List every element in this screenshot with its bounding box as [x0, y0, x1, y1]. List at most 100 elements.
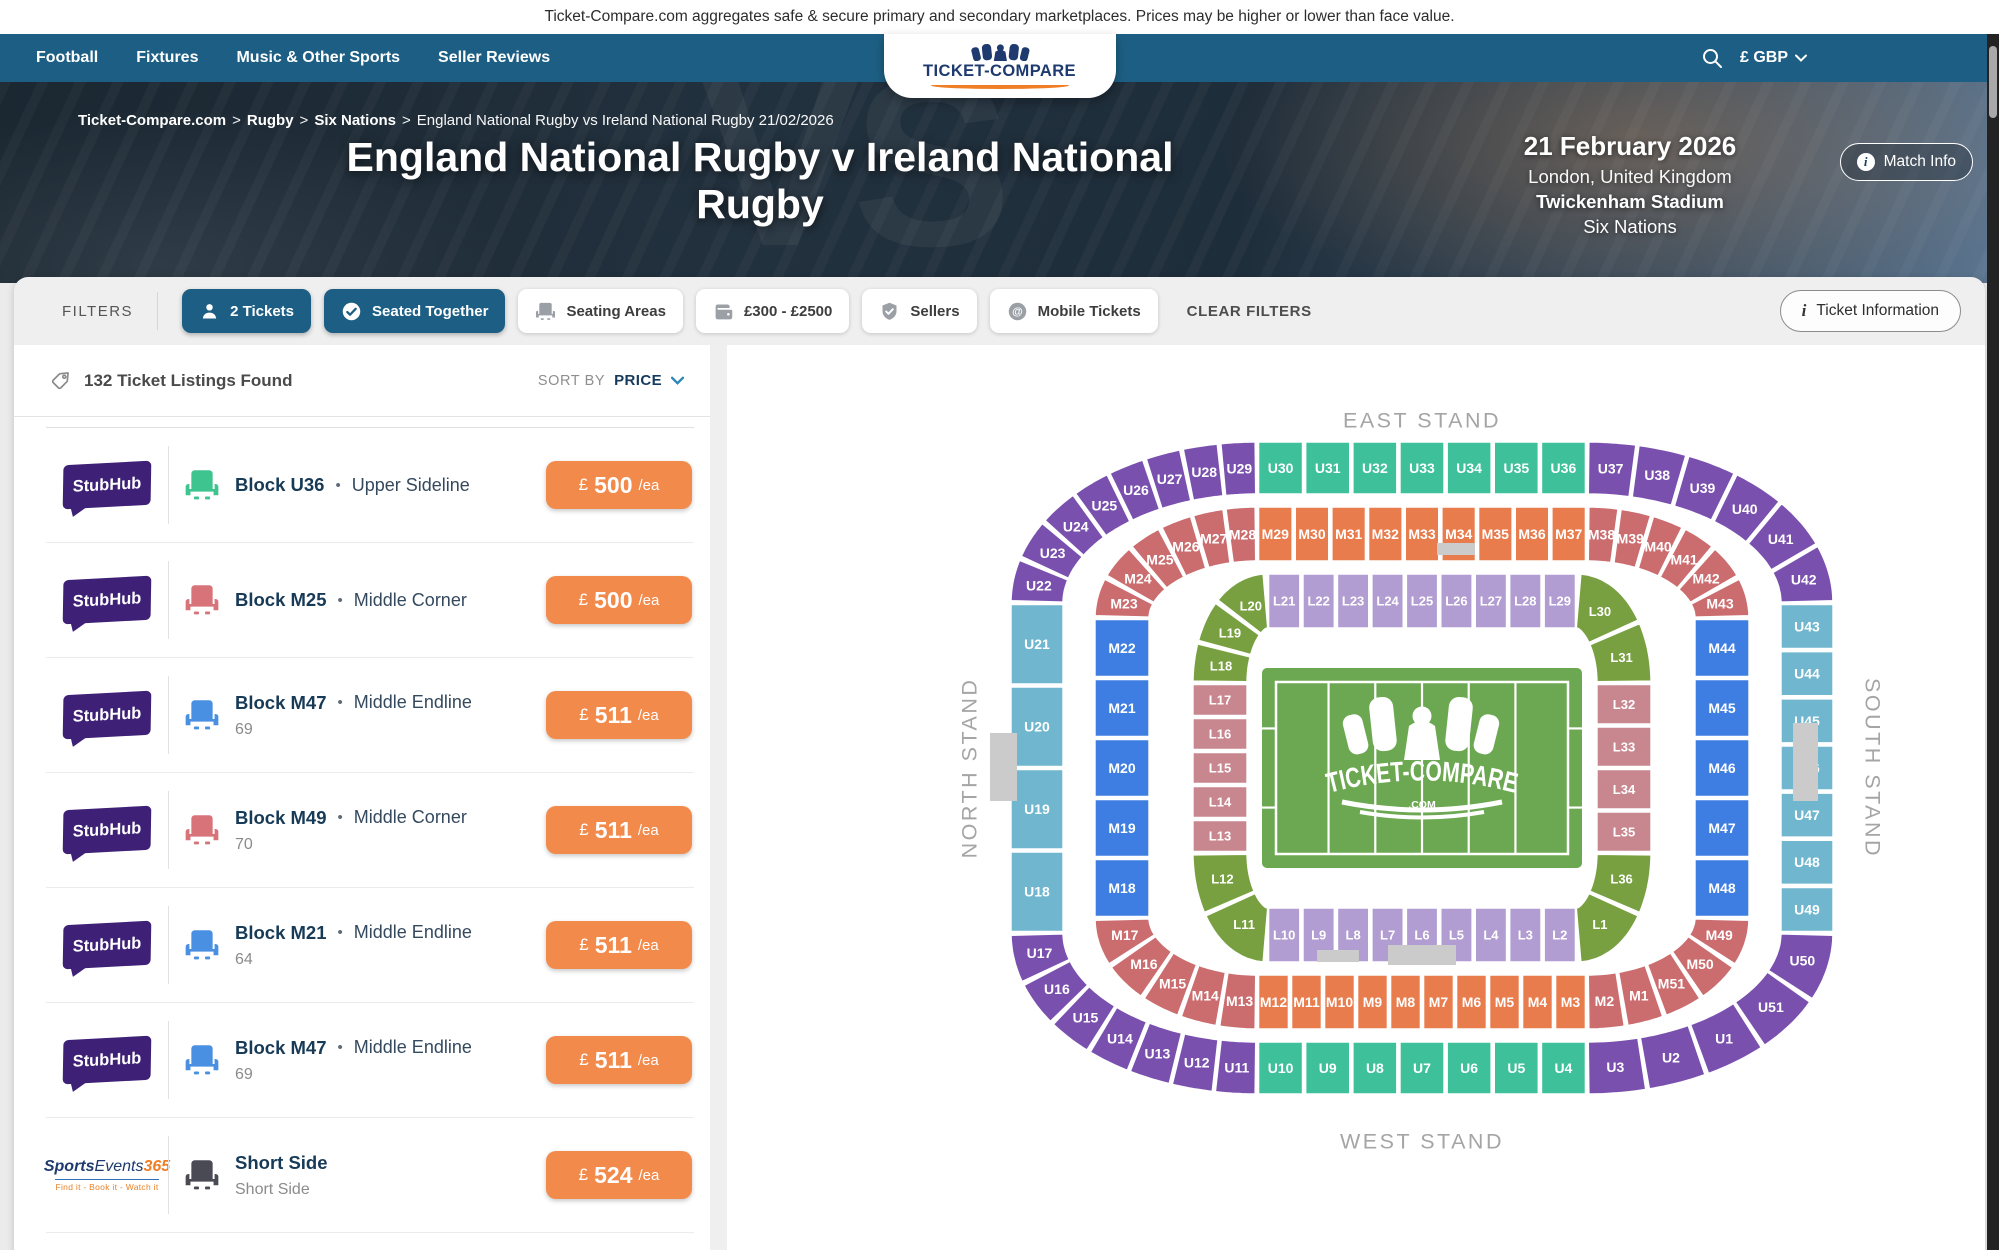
- stadium-section-M28[interactable]: [1225, 506, 1257, 564]
- site-logo[interactable]: TICKET-COMPARE: [883, 34, 1116, 98]
- stadium-section-L4[interactable]: [1474, 907, 1508, 963]
- stadium-section-U40[interactable]: [1713, 473, 1781, 543]
- stadium-section-U38[interactable]: [1631, 444, 1687, 507]
- clear-filters-button[interactable]: CLEAR FILTERS: [1186, 302, 1312, 320]
- stadium-section-U23[interactable]: [1020, 522, 1084, 580]
- ticket-listing-row[interactable]: StubHub Block M25 • Middle Corner £500/ea: [46, 543, 694, 658]
- stadium-section-U35[interactable]: [1493, 441, 1539, 495]
- stadium-section-U18[interactable]: [1010, 851, 1064, 933]
- stadium-section-M2[interactable]: [1587, 971, 1626, 1030]
- stadium-section-U50[interactable]: [1767, 933, 1834, 1000]
- stadium-section-U41[interactable]: [1747, 502, 1818, 571]
- stadium-section-L3[interactable]: [1509, 907, 1542, 963]
- stadium-section-U24[interactable]: [1044, 494, 1105, 557]
- stadium-section-L1[interactable]: [1575, 892, 1639, 963]
- search-icon[interactable]: [1700, 46, 1724, 70]
- stadium-section-M24[interactable]: [1106, 548, 1167, 604]
- stadium-section-M30[interactable]: [1294, 506, 1330, 562]
- stadium-section-L20[interactable]: [1217, 573, 1269, 635]
- scrollbar-thumb[interactable]: [1989, 46, 1997, 118]
- stadium-section-M47[interactable]: [1694, 798, 1750, 858]
- price-button[interactable]: £500/ea: [546, 576, 692, 624]
- stadium-section-U39[interactable]: [1673, 455, 1735, 522]
- stadium-section-U26[interactable]: [1109, 459, 1161, 522]
- stadium-section-U34[interactable]: [1446, 441, 1492, 495]
- stadium-section-L16[interactable]: [1192, 717, 1248, 751]
- stadium-section-U5[interactable]: [1493, 1041, 1539, 1095]
- stadium-section-U14[interactable]: [1089, 1006, 1148, 1072]
- stadium-section-U19[interactable]: [1010, 768, 1064, 850]
- stadium-section-M14[interactable]: [1180, 964, 1227, 1027]
- stadium-section-U47[interactable]: [1780, 792, 1834, 838]
- stadium-section-M9[interactable]: [1356, 974, 1389, 1030]
- stadium-section-U11[interactable]: [1214, 1039, 1257, 1095]
- stadium-section-M25[interactable]: [1131, 528, 1185, 589]
- stadium-section-M6[interactable]: [1455, 974, 1488, 1030]
- stadium-section-M4[interactable]: [1521, 974, 1554, 1030]
- stadium-section-M22[interactable]: [1094, 618, 1150, 678]
- stadium-section-U42[interactable]: [1771, 545, 1834, 603]
- stadium-section-M41[interactable]: [1659, 528, 1713, 589]
- stadium-section-U33[interactable]: [1399, 441, 1445, 495]
- filter-chip-sellers[interactable]: Sellers: [862, 289, 977, 333]
- stadium-section-U48[interactable]: [1780, 839, 1834, 885]
- stadium-section-M17[interactable]: [1094, 918, 1156, 965]
- stadium-section-L26[interactable]: [1440, 573, 1473, 629]
- stadium-section-M40[interactable]: [1637, 515, 1683, 577]
- stadium-section-L25[interactable]: [1405, 573, 1439, 629]
- stadium-section-M36[interactable]: [1514, 506, 1550, 562]
- stadium-section-L18[interactable]: [1192, 643, 1251, 683]
- stadium-section-U13[interactable]: [1129, 1022, 1183, 1085]
- stadium-section-L30[interactable]: [1575, 573, 1639, 644]
- stadium-section-L12[interactable]: [1192, 853, 1256, 914]
- stadium-section-M38[interactable]: [1587, 506, 1619, 564]
- ticket-listing-row[interactable]: StubHub Block U36 • Upper Sideline £500/ea: [46, 428, 694, 543]
- ticket-listing-row[interactable]: StubHub Block M21 • Middle Endline 64 £511/ea: [46, 888, 694, 1003]
- stadium-section-U9[interactable]: [1305, 1041, 1351, 1095]
- stadium-section-U28[interactable]: [1182, 443, 1224, 502]
- stadium-section-M26[interactable]: [1161, 515, 1207, 577]
- stadium-section-U17[interactable]: [1010, 933, 1071, 983]
- stadium-section-U20[interactable]: [1010, 686, 1064, 768]
- stadium-section-U8[interactable]: [1352, 1041, 1398, 1095]
- nav-item-fixtures[interactable]: Fixtures: [136, 49, 199, 66]
- stadium-section-U31[interactable]: [1305, 441, 1351, 495]
- ticket-listing-row[interactable]: StubHub Block M49 • Middle Corner 70 £511/ea: [46, 773, 694, 888]
- stadium-section-M8[interactable]: [1389, 974, 1422, 1030]
- stadium-section-L23[interactable]: [1336, 573, 1370, 629]
- stadium-section-U51[interactable]: [1734, 971, 1811, 1047]
- stadium-section-M27[interactable]: [1192, 508, 1231, 569]
- price-button[interactable]: £511/ea: [546, 691, 692, 739]
- stadium-section-U32[interactable]: [1352, 441, 1398, 495]
- stadium-section-M43[interactable]: [1690, 578, 1750, 618]
- stadium-section-M10[interactable]: [1323, 974, 1356, 1030]
- stadium-section-L29[interactable]: [1543, 573, 1577, 629]
- stadium-section-U10[interactable]: [1257, 1041, 1304, 1095]
- stadium-section-L32[interactable]: [1596, 683, 1652, 725]
- stadium-section-M51[interactable]: [1646, 952, 1701, 1016]
- match-info-button[interactable]: i Match Info: [1839, 143, 1973, 181]
- stadium-section-U37[interactable]: [1587, 441, 1637, 498]
- stadium-section-L19[interactable]: [1197, 602, 1261, 656]
- stadium-section-M44[interactable]: [1694, 618, 1750, 678]
- stadium-section-L28[interactable]: [1509, 573, 1542, 629]
- stadium-section-M48[interactable]: [1694, 858, 1750, 918]
- stadium-section-L17[interactable]: [1192, 683, 1248, 717]
- stadium-section-M29[interactable]: [1257, 506, 1293, 562]
- price-button[interactable]: £511/ea: [546, 806, 692, 854]
- stadium-section-U44[interactable]: [1780, 651, 1834, 697]
- stadium-section-M13[interactable]: [1218, 971, 1257, 1030]
- breadcrumb-link[interactable]: Ticket-Compare.com: [78, 112, 227, 129]
- stadium-section-U21[interactable]: [1010, 603, 1064, 685]
- stadium-section-U29[interactable]: [1220, 441, 1257, 497]
- stadium-section-L24[interactable]: [1371, 573, 1404, 629]
- stadium-section-M20[interactable]: [1094, 738, 1150, 798]
- stadium-section-U16[interactable]: [1023, 960, 1089, 1023]
- filter-chip-mobile-tickets[interactable]: @ Mobile Tickets: [989, 289, 1158, 333]
- stadium-section-M16[interactable]: [1110, 935, 1173, 998]
- stadium-section-U36[interactable]: [1540, 441, 1587, 495]
- stadium-section-U12[interactable]: [1171, 1032, 1219, 1093]
- stadium-section-U43[interactable]: [1780, 603, 1834, 650]
- stadium-section-L34[interactable]: [1596, 768, 1652, 810]
- stadium-section-L31[interactable]: [1588, 622, 1652, 683]
